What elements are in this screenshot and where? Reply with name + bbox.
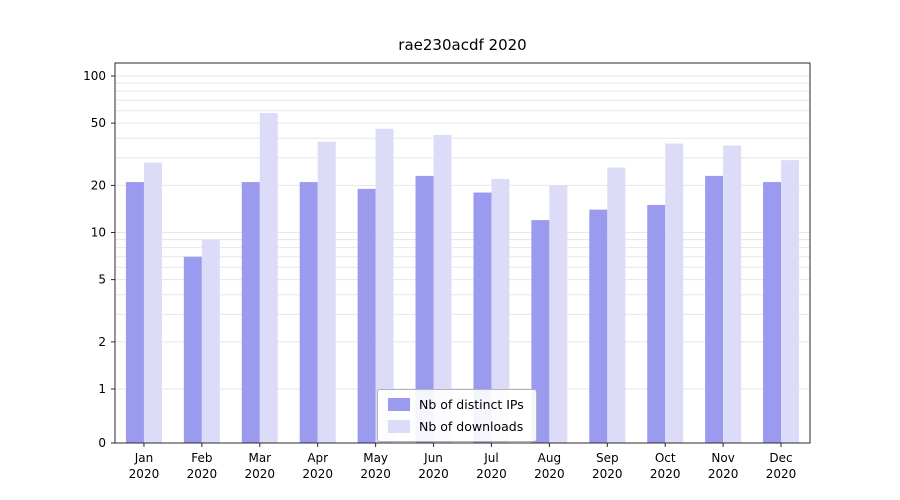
y-tick-label: 0 [98,436,106,450]
legend-label-0: Nb of distinct IPs [419,397,524,412]
plot-border [114,62,811,444]
bar-distinct-ips-aug [531,220,550,443]
bar-downloads-may [375,128,394,444]
bar-downloads-nov [723,145,742,443]
bar-distinct-ips-jan [125,182,144,443]
y-tick-label: 50 [91,116,106,130]
bar-downloads-apr [317,141,336,444]
x-tick-label-year: 2020 [592,467,623,481]
y-tick-label: 20 [91,178,106,192]
x-tick-label-month: Jan [134,451,154,465]
bar-distinct-ips-may [357,188,376,443]
x-tick-label-year: 2020 [245,467,276,481]
bar-distinct-ips-apr [299,182,318,443]
x-tick-label-month: Sep [596,451,619,465]
legend-item-distinct-ips: Nb of distinct IPs [388,397,524,412]
x-tick-label-month: May [363,451,388,465]
y-tick-label: 10 [91,226,106,240]
bar-distinct-ips-feb [183,256,202,443]
bar-distinct-ips-dec [763,182,782,443]
x-tick-label-year: 2020 [766,467,797,481]
x-tick-label-month: Dec [769,451,792,465]
bar-downloads-sep [607,167,626,443]
x-tick-label-year: 2020 [534,467,565,481]
bar-distinct-ips-nov [705,175,724,443]
bar-distinct-ips-jul [473,192,492,443]
x-tick-label-month: Feb [191,451,212,465]
legend-label-1: Nb of downloads [419,419,524,434]
x-tick-label-year: 2020 [302,467,333,481]
x-tick-label-month: Jun [423,451,443,465]
x-tick-label-year: 2020 [650,467,681,481]
x-tick-label-year: 2020 [360,467,391,481]
y-tick-label: 100 [83,69,106,83]
bar-downloads-feb [201,239,220,443]
legend-item-downloads: Nb of downloads [388,419,524,434]
legend: Nb of distinct IPs Nb of downloads [377,389,537,442]
x-tick-label-year: 2020 [187,467,218,481]
chart-title: rae230acdf 2020 [398,36,527,54]
x-tick-label-month: Apr [307,451,328,465]
x-tick-label-year: 2020 [476,467,507,481]
x-tick-label-month: Aug [538,451,561,465]
x-tick-label-month: Nov [711,451,734,465]
y-tick-label: 5 [98,273,106,287]
y-tick-label: 2 [98,335,106,349]
bar-downloads-aug [549,185,568,444]
y-tick-label: 1 [98,382,106,396]
bar-downloads-jul [491,178,510,444]
bar-downloads-jan [143,162,162,443]
bar-downloads-dec [781,160,800,444]
x-tick-label-year: 2020 [708,467,739,481]
x-tick-label-month: Oct [655,451,676,465]
bar-downloads-mar [259,113,278,443]
x-tick-label-year: 2020 [418,467,449,481]
legend-swatch-0 [388,398,410,411]
x-tick-label-year: 2020 [129,467,160,481]
x-tick-label-month: Mar [248,451,271,465]
bar-distinct-ips-mar [241,182,260,443]
bar-downloads-jun [433,134,452,443]
bar-downloads-oct [665,143,684,444]
x-tick-label-month: Jul [483,451,498,465]
bar-distinct-ips-sep [589,209,608,443]
bar-distinct-ips-oct [647,204,666,443]
bar-distinct-ips-jun [415,175,434,443]
legend-swatch-1 [388,420,410,433]
